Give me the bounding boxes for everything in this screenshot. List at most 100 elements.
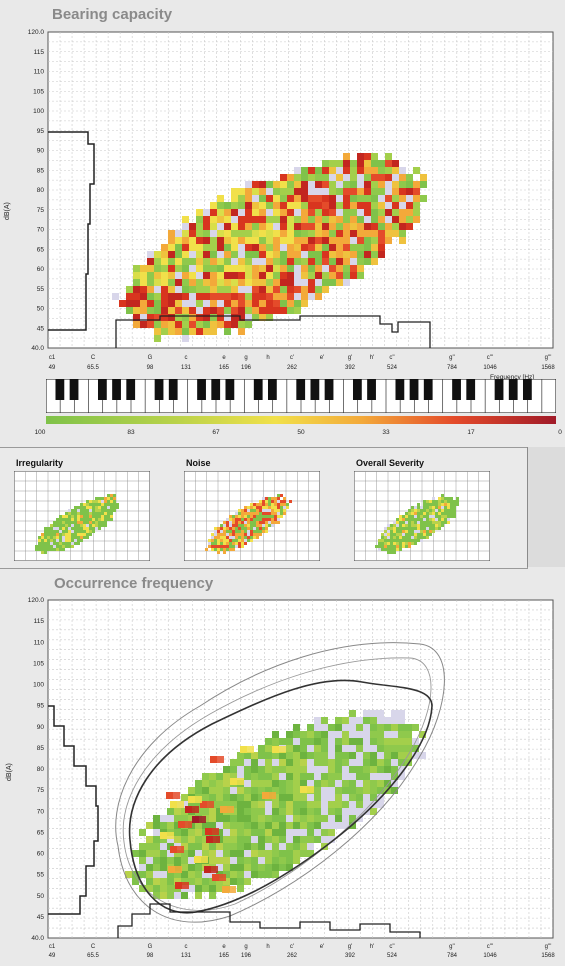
heat-cell [300,738,307,745]
heat-cell [259,272,266,279]
heat-cell [378,223,385,230]
heat-cell [350,223,357,230]
heat-cell [385,195,392,202]
heat-cell [314,822,321,829]
heat-cell [294,230,301,237]
heat-cell [283,512,286,515]
heat-cell [370,745,377,752]
heat-cell [408,512,411,515]
heat-cell [217,272,224,279]
heat-cell [286,738,293,745]
heat-cell [279,864,286,871]
heat-cell [223,542,226,545]
heat-cell [256,509,259,512]
heat-cell [259,515,262,518]
heat-cell [406,181,413,188]
heat-cell [195,892,202,899]
heat-cell [224,286,231,293]
irregularity-thumbnail[interactable] [14,471,150,561]
heat-cell [244,521,247,524]
heat-cell [322,258,329,265]
freq-tick-label: 1046 [483,365,497,371]
heat-cell [342,808,349,815]
heat-cell [223,829,230,836]
heat-cell [41,545,44,548]
heat-cell [244,815,251,822]
heat-cell [279,794,286,801]
heat-cell [413,202,420,209]
heat-cell [101,506,104,509]
heat-cell [53,536,56,539]
y-tick-label: 85 [37,167,45,174]
heat-cell [265,524,268,527]
heat-cell [71,545,74,548]
heat-cell [377,780,384,787]
heat-cell [202,773,209,780]
heat-cell [322,251,329,258]
heat-cell [161,272,168,279]
heat-cell [378,230,385,237]
heat-cell [229,515,232,518]
heat-cell [438,527,441,530]
heat-cell [252,258,259,265]
heat-cell [259,195,266,202]
heat-cell [417,509,420,512]
heat-cell [244,794,251,801]
black-key [325,379,334,400]
heat-cell [329,195,336,202]
heat-cell [287,181,294,188]
heat-cell [89,500,92,503]
heat-cell [426,536,429,539]
heat-cell [307,738,314,745]
heat-cell [279,780,286,787]
heat-cell [426,509,429,512]
heat-cell [423,536,426,539]
heat-cell [56,548,59,551]
heat-cell [417,518,420,521]
heat-cell [273,251,280,258]
heat-cell [229,886,236,893]
heat-cell [417,515,420,518]
heat-cell [405,724,412,731]
heat-cell [273,202,280,209]
heat-cell [398,745,405,752]
heat-cell [279,766,286,773]
heat-cell [349,766,356,773]
heat-cell [315,272,322,279]
heat-cell [153,815,160,822]
heat-cell [429,503,432,506]
heat-cell [259,533,262,536]
heat-cell [223,536,226,539]
heat-cell [277,506,280,509]
heat-cell [217,314,224,321]
heat-cell [245,209,252,216]
heat-cell [196,251,203,258]
heat-cell [41,551,44,554]
heat-cell [154,251,161,258]
heat-cell [408,539,411,542]
heat-cell [244,542,247,545]
heat-cell [217,551,220,554]
heat-cell [370,710,377,717]
note-tick-label: c'' [389,944,394,950]
heat-cell [98,521,101,524]
heat-cell [364,251,371,258]
freq-tick-label: 524 [387,953,398,959]
heat-cell [392,202,399,209]
heat-cell [301,223,308,230]
heat-cell [74,524,77,527]
heat-cell [272,759,279,766]
noise-thumbnail[interactable] [184,471,320,561]
heat-cell [287,216,294,223]
heat-cell [56,521,59,524]
heat-cell [435,500,438,503]
heat-cell [244,801,251,808]
heat-cell [209,815,216,822]
heat-cell [308,216,315,223]
overall-severity-thumbnail[interactable] [354,471,490,561]
heat-cell [350,216,357,223]
note-tick-label: h [266,355,269,361]
heat-cell [384,752,391,759]
heat-cell [408,527,411,530]
heat-cell [335,808,342,815]
